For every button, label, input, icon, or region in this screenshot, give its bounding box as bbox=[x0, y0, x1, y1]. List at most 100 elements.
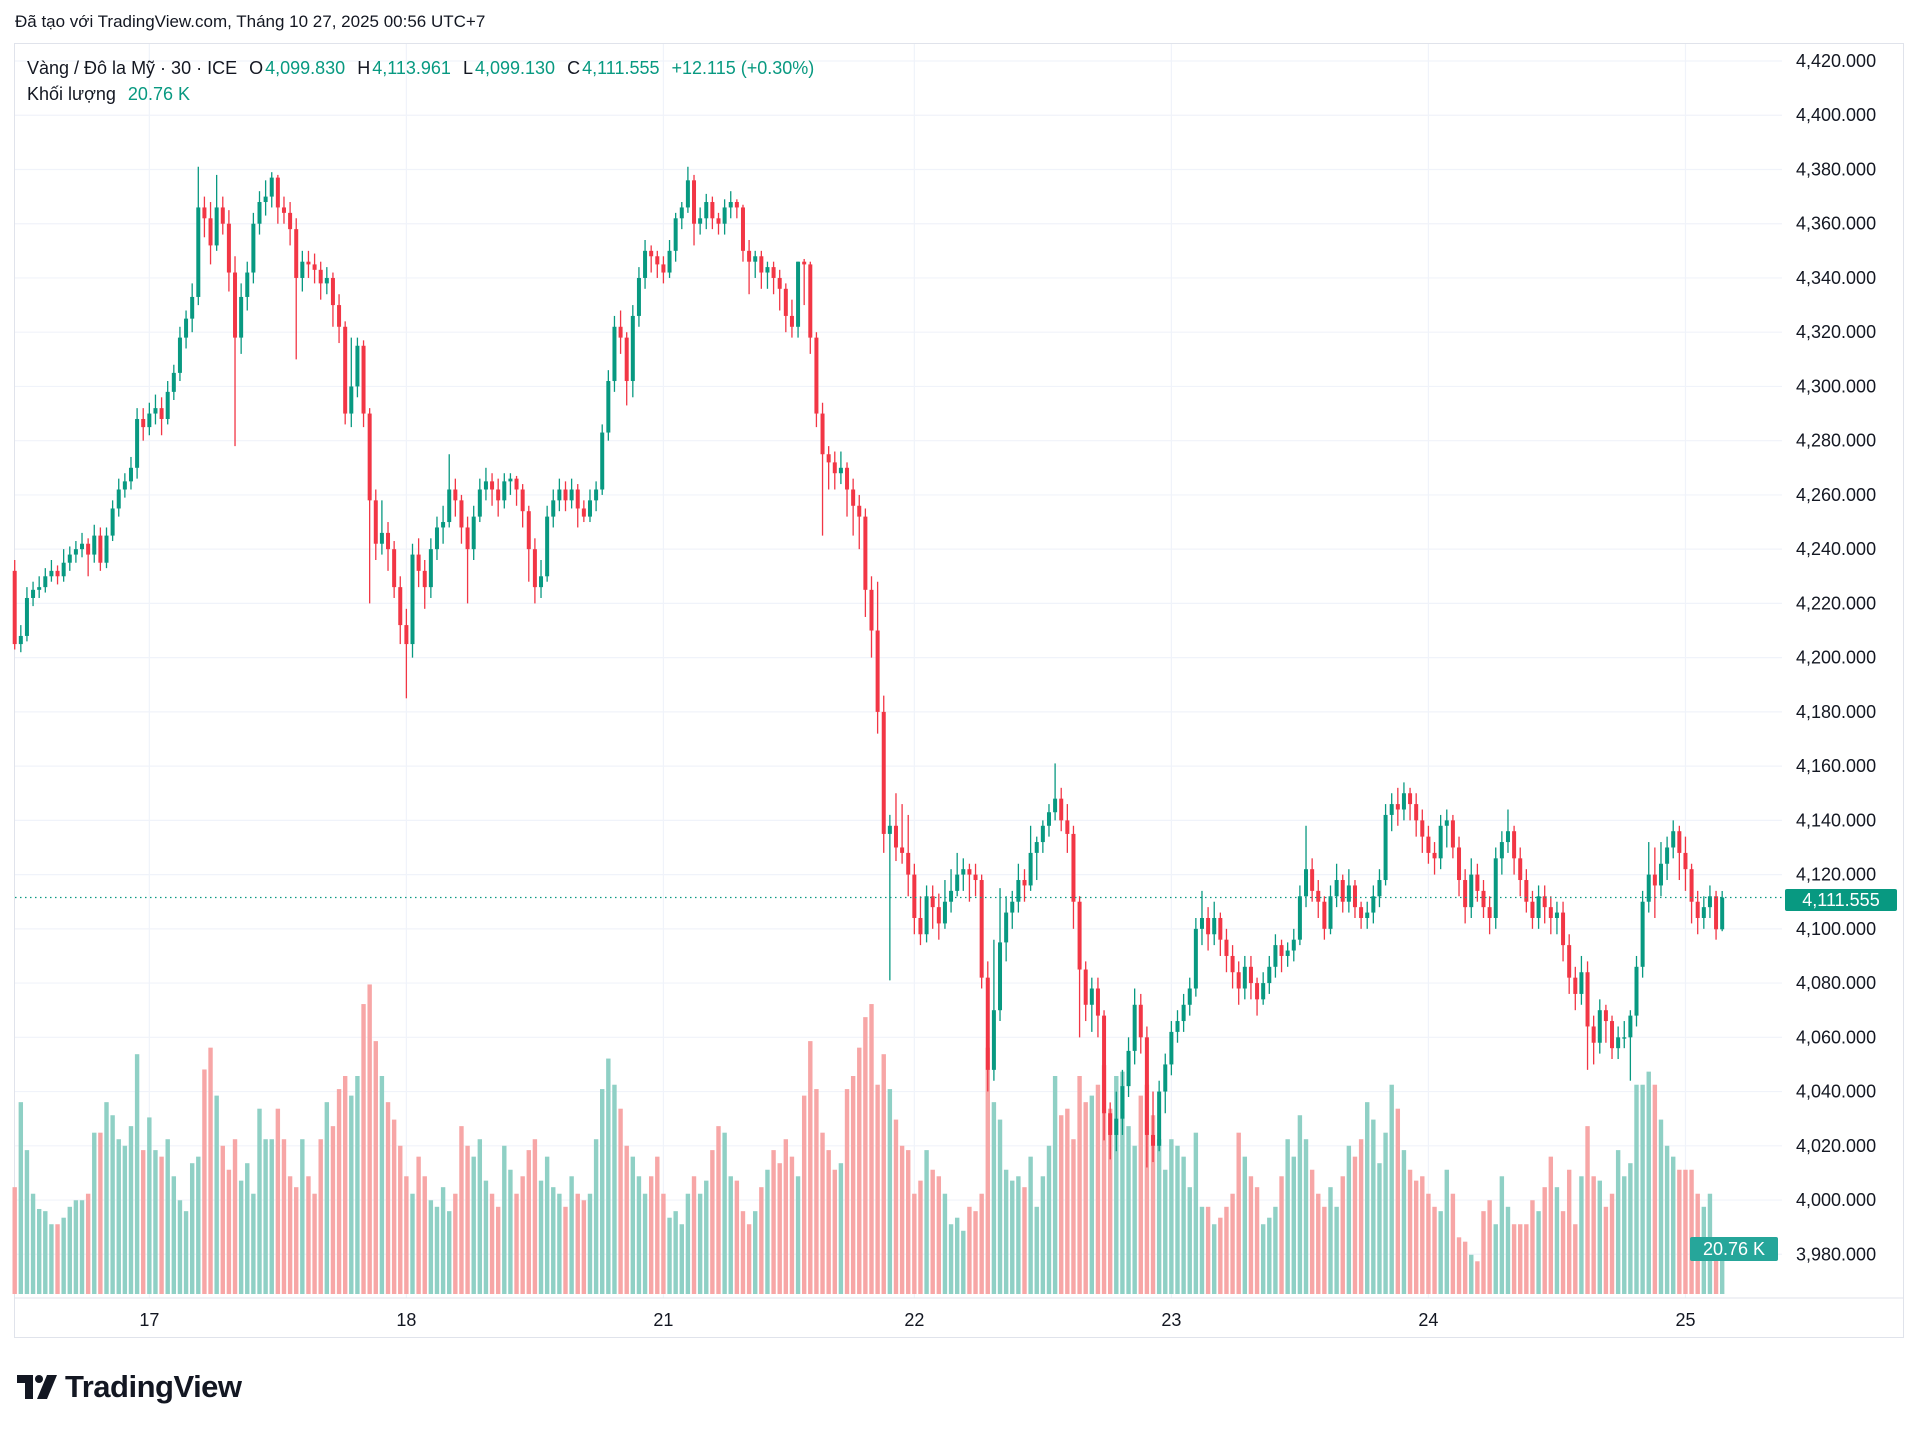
candle bbox=[18, 625, 23, 653]
candle-body bbox=[1628, 1015, 1633, 1038]
candle-body bbox=[661, 264, 666, 273]
candle-body bbox=[43, 576, 48, 588]
volume-bar bbox=[159, 1156, 164, 1294]
candle bbox=[832, 451, 837, 490]
time-axis[interactable]: 17 18 21 22 23 24 25 bbox=[139, 1310, 1695, 1330]
volume-bar bbox=[275, 1108, 281, 1294]
candle-body bbox=[1499, 842, 1504, 859]
volume-bar bbox=[710, 1150, 715, 1294]
candle bbox=[337, 294, 342, 344]
volume-bar bbox=[1273, 1206, 1278, 1294]
candle-body bbox=[649, 250, 654, 257]
volume-bar bbox=[1279, 1176, 1284, 1294]
candle bbox=[942, 880, 947, 929]
candle-body bbox=[1579, 972, 1584, 994]
candle bbox=[728, 191, 733, 219]
candle bbox=[1671, 820, 1676, 859]
volume-bar bbox=[1089, 1095, 1095, 1294]
volume-bar bbox=[465, 1145, 470, 1294]
candle bbox=[361, 340, 366, 428]
candle bbox=[887, 814, 892, 981]
candle-body bbox=[1010, 901, 1015, 913]
volume-bar bbox=[318, 1139, 323, 1294]
candle-body bbox=[159, 408, 164, 419]
volume-bar bbox=[1646, 1071, 1651, 1294]
candle-body bbox=[1132, 1004, 1137, 1051]
candle-body bbox=[1457, 847, 1462, 881]
volume-bar bbox=[1346, 1145, 1352, 1294]
candle bbox=[979, 874, 984, 989]
candle bbox=[318, 261, 323, 300]
candle bbox=[1102, 1010, 1107, 1141]
volume-bar bbox=[1505, 1206, 1511, 1294]
candle bbox=[343, 321, 348, 425]
volume-bar bbox=[783, 1139, 789, 1294]
volume-bar bbox=[1432, 1206, 1437, 1294]
volume-bar bbox=[1132, 1145, 1137, 1294]
volume-bar bbox=[1028, 1156, 1033, 1294]
candle-body bbox=[300, 261, 305, 278]
volume-bar bbox=[795, 1176, 801, 1294]
volume-bar bbox=[312, 1193, 317, 1294]
candle-body bbox=[973, 874, 978, 881]
volume-bar bbox=[648, 1176, 654, 1294]
price-axis[interactable]: 4,420.000 4,400.000 4,380.000 4,360.000 4,34… bbox=[1796, 51, 1876, 1264]
candle bbox=[1701, 896, 1706, 929]
volume-bar bbox=[967, 1206, 972, 1294]
volume-bar bbox=[1579, 1176, 1584, 1294]
candle-body bbox=[1193, 928, 1198, 989]
candle-body bbox=[600, 432, 605, 490]
candle bbox=[1095, 977, 1100, 1038]
volume-bar bbox=[1628, 1163, 1633, 1294]
candle bbox=[606, 370, 611, 441]
candle bbox=[1285, 942, 1290, 967]
volume-bar bbox=[734, 1180, 740, 1294]
volume-bar bbox=[1677, 1169, 1682, 1294]
candle-body bbox=[49, 570, 54, 577]
candle-body bbox=[141, 418, 146, 428]
candle bbox=[777, 269, 782, 311]
volume-bar bbox=[600, 1089, 605, 1294]
candle-body bbox=[1714, 896, 1719, 930]
volume-bar bbox=[887, 1089, 893, 1294]
candle-body bbox=[1548, 907, 1553, 918]
candle bbox=[1377, 869, 1382, 908]
candle-body bbox=[1028, 852, 1033, 886]
candle bbox=[196, 166, 201, 306]
symbol-name[interactable]: Vàng / Đô la Mỹ · 30 · ICE bbox=[27, 58, 238, 78]
candle-body bbox=[1022, 880, 1027, 886]
candle-body bbox=[367, 413, 372, 501]
volume-bar bbox=[281, 1139, 287, 1294]
candle-body bbox=[881, 711, 886, 834]
candle bbox=[434, 516, 439, 561]
candle bbox=[673, 212, 678, 262]
volume-bar bbox=[1573, 1224, 1578, 1294]
volume-bar bbox=[1303, 1139, 1309, 1294]
candle bbox=[906, 814, 911, 897]
logo-text: TradingView bbox=[65, 1369, 242, 1404]
candle bbox=[1218, 912, 1223, 956]
candle bbox=[477, 478, 482, 523]
candle-body bbox=[1163, 1064, 1168, 1092]
candle-body bbox=[349, 386, 354, 414]
candle bbox=[349, 337, 354, 428]
volume-bar bbox=[1193, 1132, 1199, 1294]
candle-body bbox=[116, 489, 121, 509]
candle bbox=[661, 256, 666, 284]
candle-body bbox=[318, 269, 323, 284]
candle-body bbox=[924, 896, 929, 935]
candle-body bbox=[422, 570, 427, 588]
volume-bar bbox=[875, 1084, 880, 1294]
candle-body bbox=[1640, 901, 1645, 967]
candle-body bbox=[61, 562, 66, 577]
candle-body bbox=[1120, 1086, 1125, 1119]
volume-bar bbox=[61, 1217, 66, 1294]
candle bbox=[190, 283, 195, 333]
candle-body bbox=[692, 180, 697, 224]
candle bbox=[1022, 869, 1027, 902]
volume-bar bbox=[1077, 1076, 1082, 1294]
tradingview-logo[interactable]: TradingView bbox=[17, 1369, 242, 1405]
candle bbox=[104, 527, 109, 569]
candle-body bbox=[477, 489, 482, 517]
